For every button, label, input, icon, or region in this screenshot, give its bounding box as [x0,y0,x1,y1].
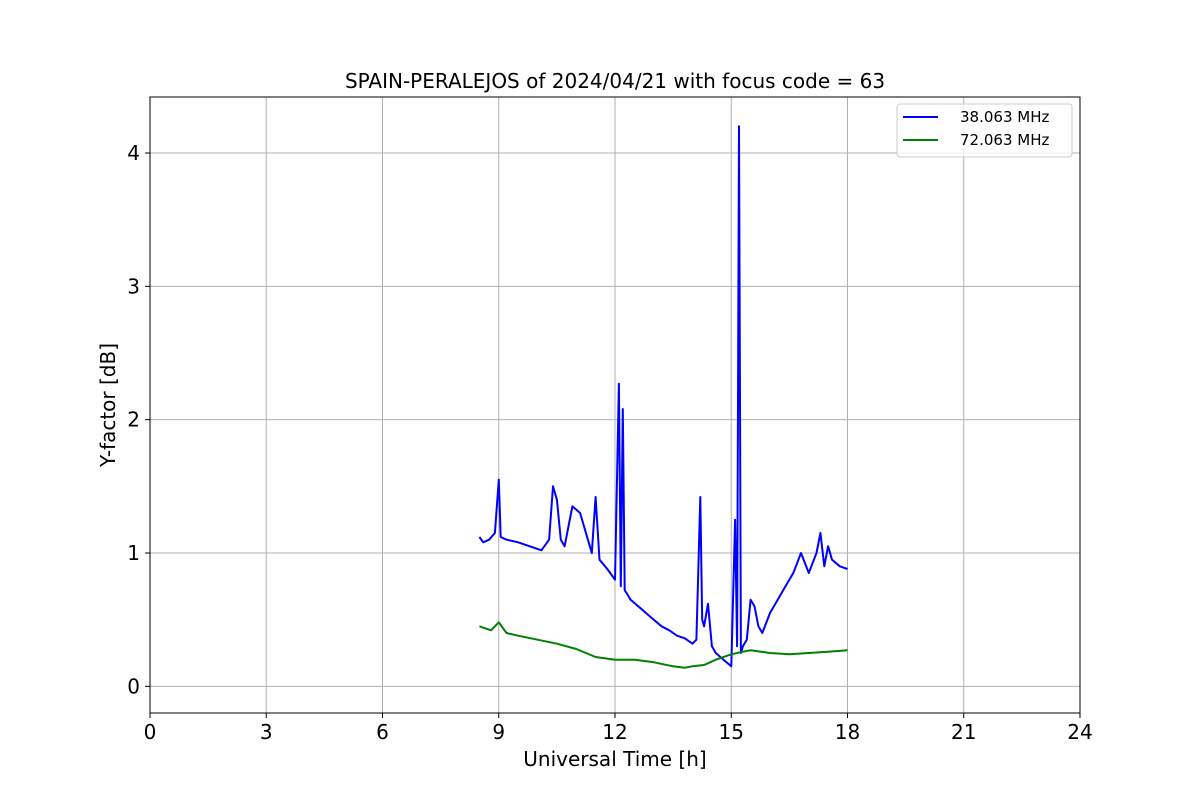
y-tick-label: 1 [127,541,140,565]
y-tick-label: 2 [127,408,140,432]
chart-title: SPAIN-PERALEJOS of 2024/04/21 with focus… [345,69,885,93]
y-tick-label: 0 [127,674,140,698]
x-tick-label: 12 [602,720,627,744]
y-tick-label: 4 [127,141,140,165]
x-tick-label: 21 [951,720,976,744]
series-line-0 [478,125,848,668]
x-tick-label: 18 [835,720,860,744]
x-axis-label: Universal Time [h] [523,747,706,771]
x-tick-label: 15 [719,720,744,744]
y-tick-label: 3 [127,274,140,298]
x-tick-label: 24 [1067,720,1092,744]
legend-label-72mhz: 72.063 MHz [960,131,1049,149]
x-tick-label: 3 [260,720,273,744]
x-tick-label: 9 [492,720,505,744]
legend-box [896,103,1073,158]
x-tick-label: 0 [144,720,157,744]
series-lines [478,125,848,669]
grid [149,97,1081,713]
legend-label-38mhz: 38.063 MHz [960,108,1049,126]
x-tick-label: 6 [376,720,389,744]
legend: 38.063 MHz 72.063 MHz [896,103,1073,158]
y-axis-label: Y-factor [dB] [96,343,120,468]
series-line-1 [479,621,848,669]
